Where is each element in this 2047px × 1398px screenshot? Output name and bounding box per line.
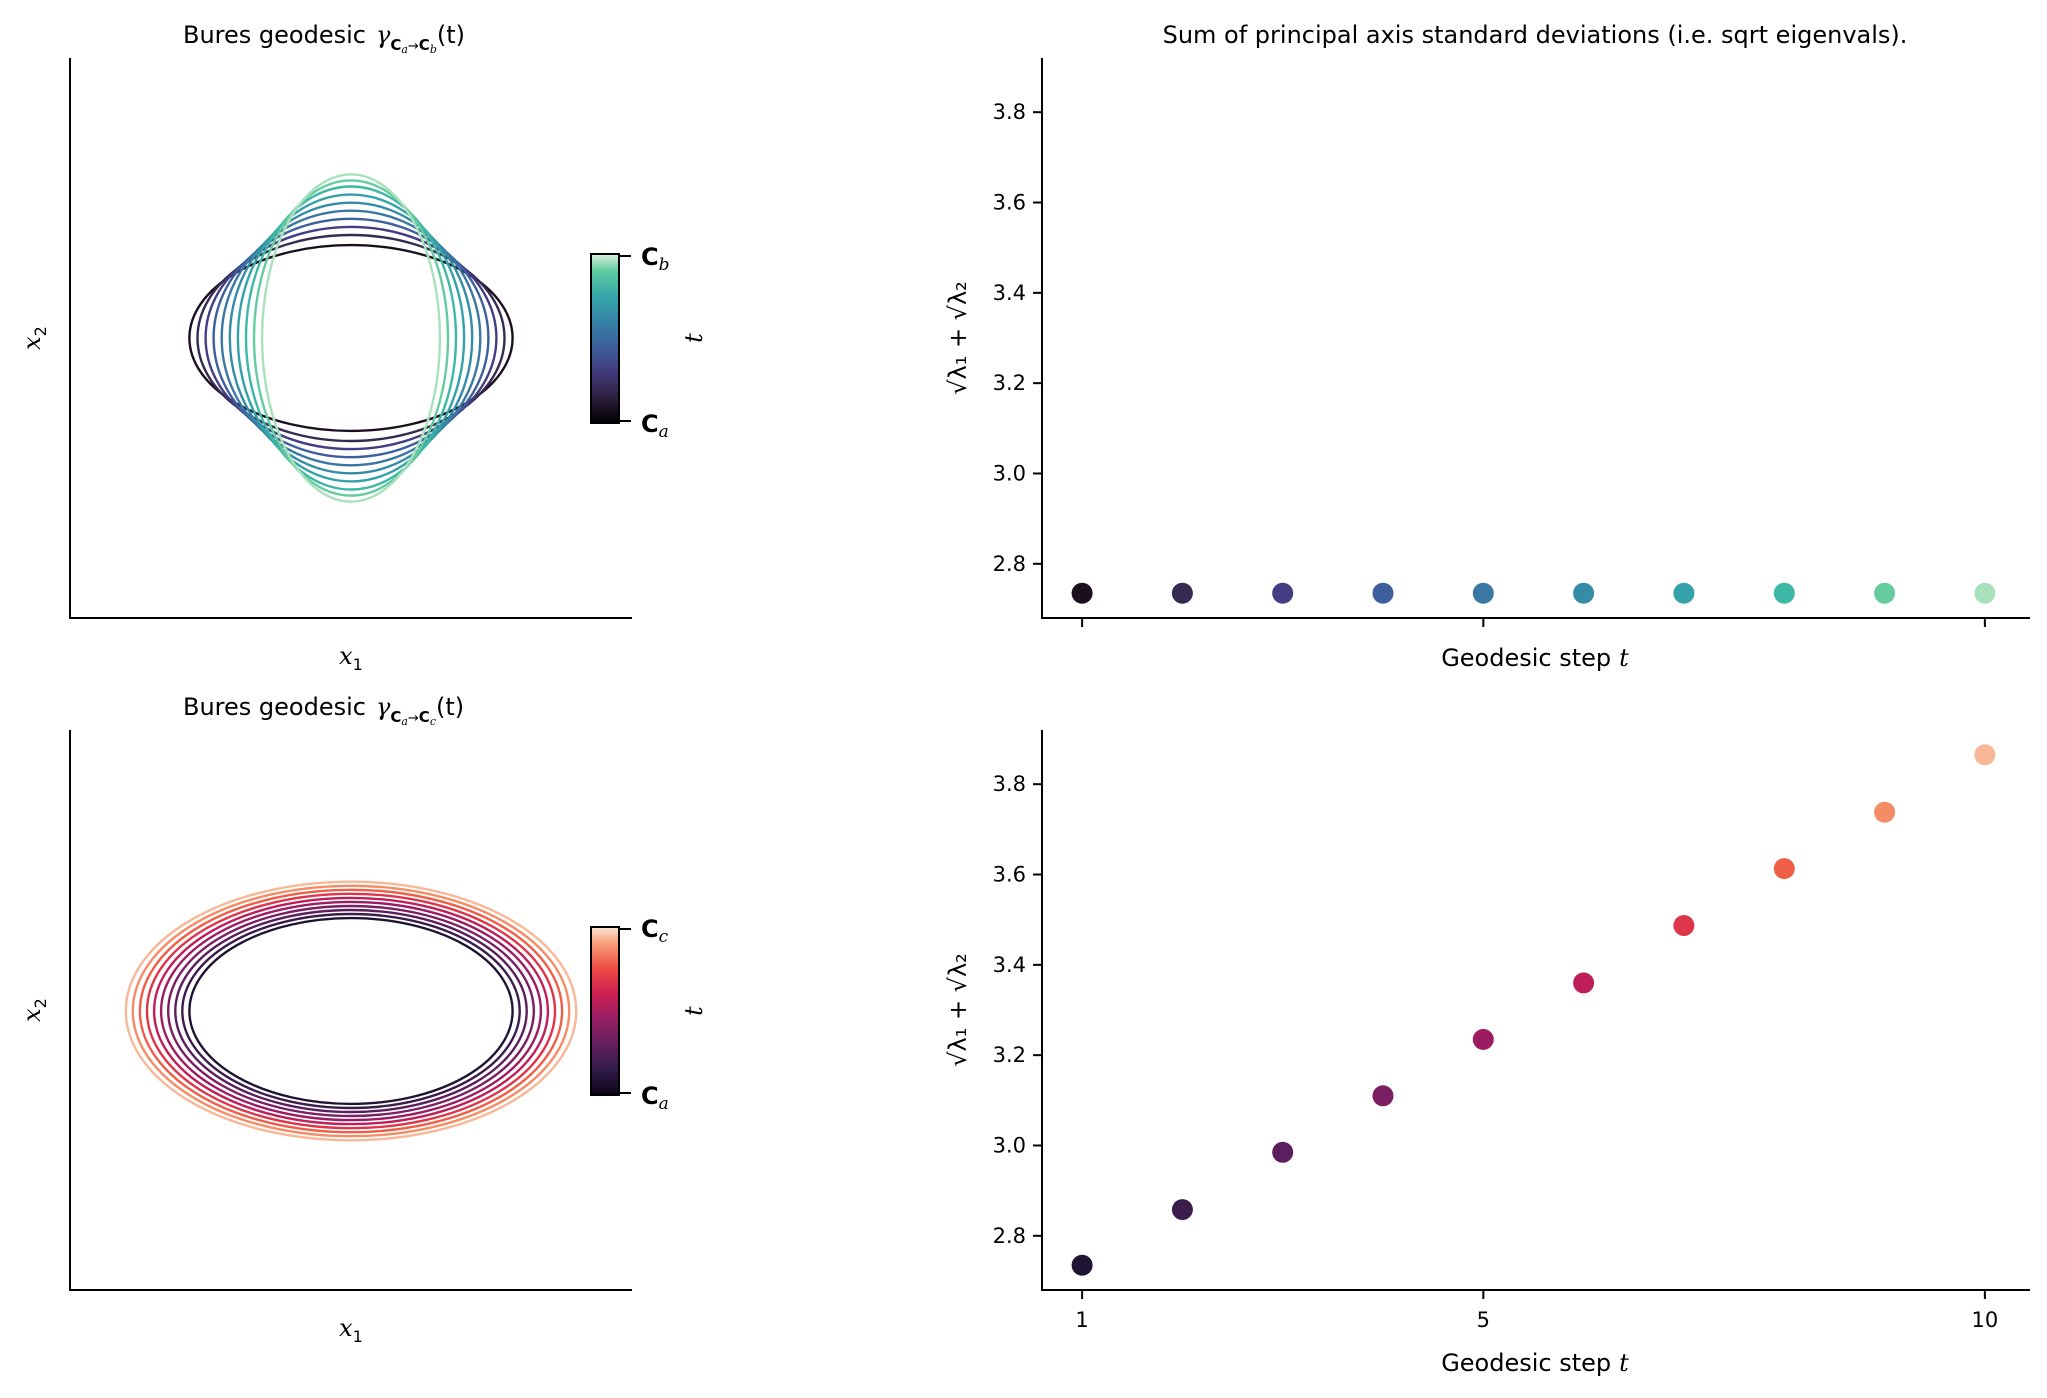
tr-point-10	[1974, 582, 1996, 604]
bl-xlabel: x1	[339, 1314, 363, 1346]
bl-ellipse-5	[159, 900, 543, 1122]
tl-axes-spines	[69, 58, 632, 619]
tr-point-7	[1673, 582, 1695, 604]
br-axes-spines	[1041, 730, 2030, 1291]
tr-ytick-label: 3.6	[993, 191, 1026, 215]
br-point-6	[1573, 972, 1595, 994]
tl-ylabel: x2	[18, 326, 50, 350]
tl-ellipse-2	[196, 233, 506, 443]
tl-colorbar-bottom-label: Ca	[641, 410, 669, 442]
panel-top-right: Sum of principal axis standard deviation…	[944, 21, 2030, 672]
tr-point-5	[1472, 582, 1494, 604]
bl-title: Bures geodesic γCa→Cc(t)	[183, 693, 464, 728]
tl-ellipse-6	[228, 201, 474, 475]
tr-y-ticks: 2.8 3.0 3.2 3.4 3.6 3.8	[993, 100, 1042, 576]
bl-ellipse-10	[124, 880, 578, 1142]
bl-ellipse-group	[124, 880, 578, 1142]
tl-ellipse-1	[188, 243, 514, 433]
tr-point-8	[1773, 582, 1795, 604]
tl-ellipse-3	[204, 225, 498, 451]
br-xtick-label: 1	[1075, 1308, 1088, 1332]
br-xtick-label: 10	[1971, 1308, 1998, 1332]
tr-ytick-label: 2.8	[993, 552, 1026, 576]
bl-ellipse-4	[166, 904, 536, 1118]
br-ytick-label: 3.8	[993, 772, 1026, 796]
bl-ellipse-1	[188, 916, 514, 1106]
bl-ellipse-9	[131, 884, 571, 1138]
tr-ytick-label: 3.8	[993, 100, 1026, 124]
panel-top-left: Bures geodesic γCa→Cb(t) x1 x2 Cb Ca t	[18, 21, 708, 674]
br-point-1	[1071, 1254, 1093, 1276]
br-point-9	[1874, 801, 1896, 823]
tr-title: Sum of principal axis standard deviation…	[1163, 21, 1908, 49]
br-point-4	[1372, 1085, 1394, 1107]
bl-colorbar	[590, 926, 620, 1096]
tr-x-ticks	[1081, 618, 1986, 627]
bl-ellipse-3	[174, 908, 528, 1114]
tl-ellipse-9	[252, 179, 450, 497]
br-point-5	[1472, 1028, 1494, 1050]
bl-axes-spines	[69, 730, 632, 1291]
tr-ylabel: √λ₁ + √λ₂	[944, 281, 972, 395]
bl-ylabel: x2	[18, 998, 50, 1022]
tl-colorbar	[590, 253, 620, 424]
br-ylabel: √λ₁ + √λ₂	[944, 953, 972, 1067]
bl-ellipse-7	[145, 892, 557, 1130]
bl-ellipse-6	[152, 896, 550, 1126]
bl-colorbar-label: t	[680, 1006, 708, 1016]
tr-ytick-label: 3.4	[993, 281, 1026, 305]
tl-ellipse-group	[188, 173, 514, 503]
tr-point-4	[1372, 582, 1394, 604]
br-y-ticks: 2.8 3.0 3.2 3.4 3.6 3.8	[993, 772, 1042, 1248]
br-point-2	[1171, 1199, 1193, 1221]
br-point-3	[1272, 1141, 1294, 1163]
tl-ellipse-4	[212, 217, 490, 459]
tr-point-1	[1071, 582, 1093, 604]
tr-points	[1071, 582, 1996, 604]
tr-point-3	[1272, 582, 1294, 604]
tr-ytick-label: 3.2	[993, 371, 1026, 395]
tr-point-6	[1573, 582, 1595, 604]
tl-ellipse-10	[260, 173, 442, 503]
br-point-8	[1773, 858, 1795, 880]
tl-ellipse-5	[220, 209, 482, 467]
tr-point-2	[1171, 582, 1193, 604]
br-ytick-label: 2.8	[993, 1224, 1026, 1248]
tr-point-9	[1874, 582, 1896, 604]
bl-ellipse-8	[138, 888, 564, 1134]
br-ytick-label: 3.4	[993, 953, 1026, 977]
br-ytick-label: 3.0	[993, 1133, 1026, 1157]
tr-xlabel: Geodesic step t	[1441, 644, 1629, 672]
panel-bottom-left: Bures geodesic γCa→Cc(t) x1 x2 Cc Ca t	[18, 693, 708, 1346]
bl-colorbar-top-label: Cc	[641, 915, 669, 947]
br-ytick-label: 3.6	[993, 863, 1026, 887]
panel-bottom-right: 2.83.03.23.43.63.8 1 5 10 Geodesic step t √…	[944, 730, 2030, 1377]
tl-ellipse-7	[236, 193, 466, 483]
bl-colorbar-bottom-label: Ca	[641, 1082, 669, 1114]
bl-ellipse-2	[181, 912, 521, 1110]
br-points	[1071, 744, 1996, 1276]
br-xlabel: Geodesic step t	[1441, 1349, 1629, 1377]
br-ytick-label: 3.2	[993, 1043, 1026, 1067]
tl-colorbar-label: t	[680, 333, 708, 343]
br-point-10	[1974, 744, 1996, 766]
tl-colorbar-top-label: Cb	[641, 243, 670, 275]
br-xtick-label: 5	[1477, 1308, 1490, 1332]
tl-title: Bures geodesic γCa→Cb(t)	[183, 21, 465, 56]
tl-xlabel: x1	[339, 642, 363, 674]
br-point-7	[1673, 915, 1695, 936]
tr-ytick-label: 3.0	[993, 461, 1026, 485]
br-x-ticks: 1 5 10	[1075, 1290, 1998, 1332]
tl-ellipse-8	[244, 185, 458, 491]
tr-axes-spines	[1041, 58, 2030, 619]
